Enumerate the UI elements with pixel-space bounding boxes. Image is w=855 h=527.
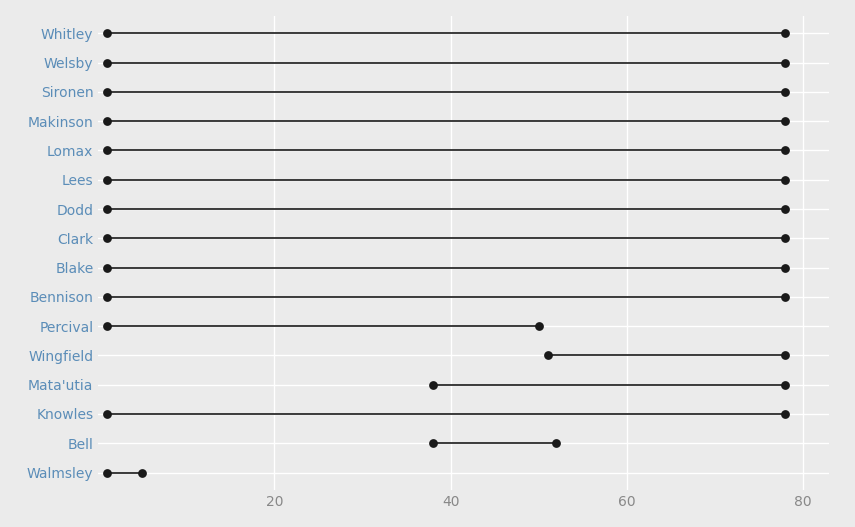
Point	[540, 351, 554, 359]
Point	[778, 292, 792, 301]
Point	[100, 87, 114, 96]
Point	[778, 234, 792, 242]
Point	[778, 410, 792, 418]
Point	[778, 87, 792, 96]
Point	[100, 234, 114, 242]
Point	[778, 264, 792, 272]
Point	[100, 264, 114, 272]
Point	[426, 380, 439, 389]
Point	[100, 469, 114, 477]
Point	[100, 147, 114, 155]
Point	[100, 29, 114, 37]
Point	[100, 175, 114, 184]
Point	[778, 58, 792, 67]
Point	[100, 292, 114, 301]
Point	[100, 410, 114, 418]
Point	[778, 205, 792, 213]
Point	[778, 351, 792, 359]
Point	[778, 380, 792, 389]
Point	[100, 117, 114, 125]
Point	[100, 205, 114, 213]
Point	[532, 322, 545, 330]
Point	[100, 58, 114, 67]
Point	[778, 117, 792, 125]
Point	[100, 322, 114, 330]
Point	[426, 439, 439, 447]
Point	[136, 469, 150, 477]
Point	[778, 147, 792, 155]
Point	[550, 439, 563, 447]
Point	[778, 29, 792, 37]
Point	[778, 175, 792, 184]
